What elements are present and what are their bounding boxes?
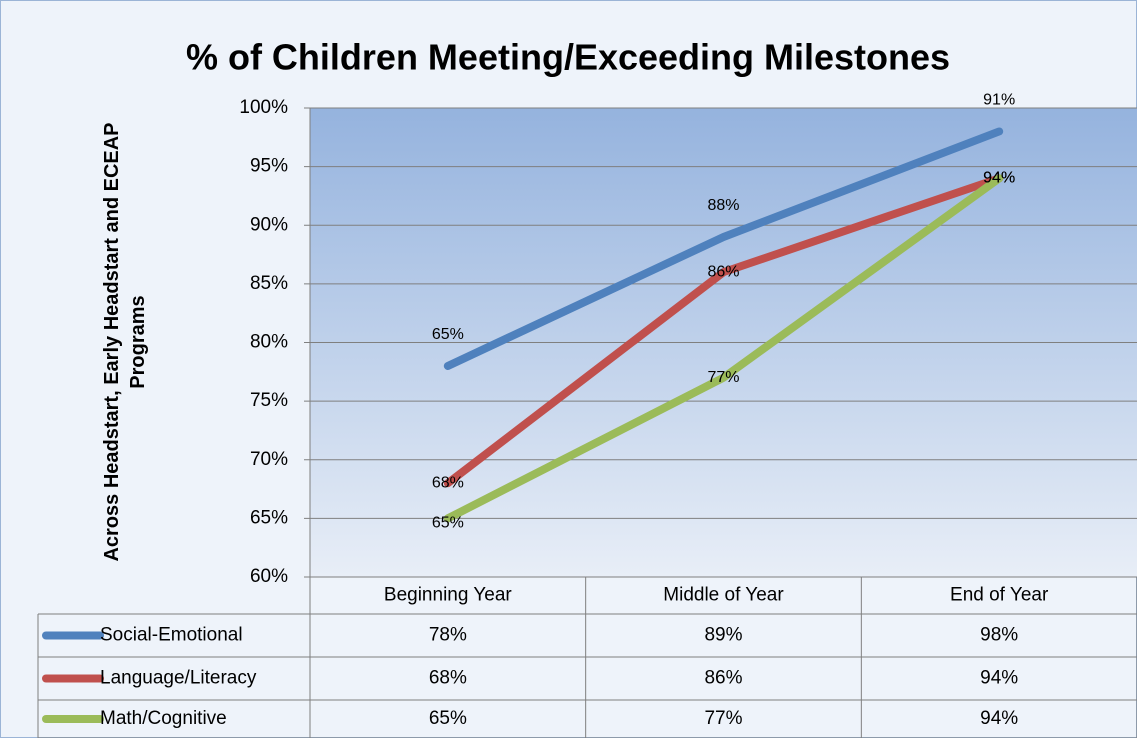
y-tick-label: 70% bbox=[250, 449, 288, 470]
table-value: 65% bbox=[429, 708, 467, 729]
series-line bbox=[443, 174, 1004, 488]
y-tick-label: 60% bbox=[250, 566, 288, 587]
y-tick-label: 65% bbox=[250, 507, 288, 528]
point-annotation: 65% bbox=[432, 326, 464, 343]
point-annotation: 65% bbox=[432, 515, 464, 532]
series-line bbox=[443, 127, 1004, 370]
point-annotation: 88% bbox=[707, 197, 739, 214]
table-value: 68% bbox=[429, 668, 467, 689]
y-tick-label: 100% bbox=[239, 97, 288, 118]
legend-label: Social-Emotional bbox=[100, 625, 243, 646]
table-value: 77% bbox=[704, 708, 742, 729]
point-annotation: 91% bbox=[983, 92, 1015, 109]
table-value: 98% bbox=[980, 625, 1018, 646]
x-tick-label: Beginning Year bbox=[384, 585, 513, 606]
y-tick-label: 85% bbox=[250, 273, 288, 294]
table-value: 86% bbox=[704, 668, 742, 689]
table-value: 94% bbox=[980, 708, 1018, 729]
x-tick-label: Middle of Year bbox=[663, 585, 784, 606]
y-axis-label: Across Headstart, Early Headstart and EC… bbox=[101, 122, 149, 561]
chart-title: % of Children Meeting/Exceeding Mileston… bbox=[186, 37, 950, 78]
y-tick-label: 75% bbox=[250, 390, 288, 411]
point-annotation: 68% bbox=[432, 474, 464, 491]
point-annotation: 86% bbox=[707, 263, 739, 280]
series-line bbox=[443, 174, 1004, 523]
legend-label: Math/Cognitive bbox=[100, 708, 227, 729]
point-annotation: 94% bbox=[983, 170, 1015, 187]
point-annotation: 77% bbox=[707, 369, 739, 386]
y-tick-label: 90% bbox=[250, 214, 288, 235]
y-tick-label: 95% bbox=[250, 156, 288, 177]
y-tick-label: 80% bbox=[250, 332, 288, 353]
table-value: 94% bbox=[980, 668, 1018, 689]
point-annotation: 94% bbox=[983, 170, 1015, 187]
table-value: 78% bbox=[429, 625, 467, 646]
table-value: 89% bbox=[704, 625, 742, 646]
legend-label: Language/Literacy bbox=[100, 668, 257, 689]
x-tick-label: End of Year bbox=[950, 585, 1049, 606]
